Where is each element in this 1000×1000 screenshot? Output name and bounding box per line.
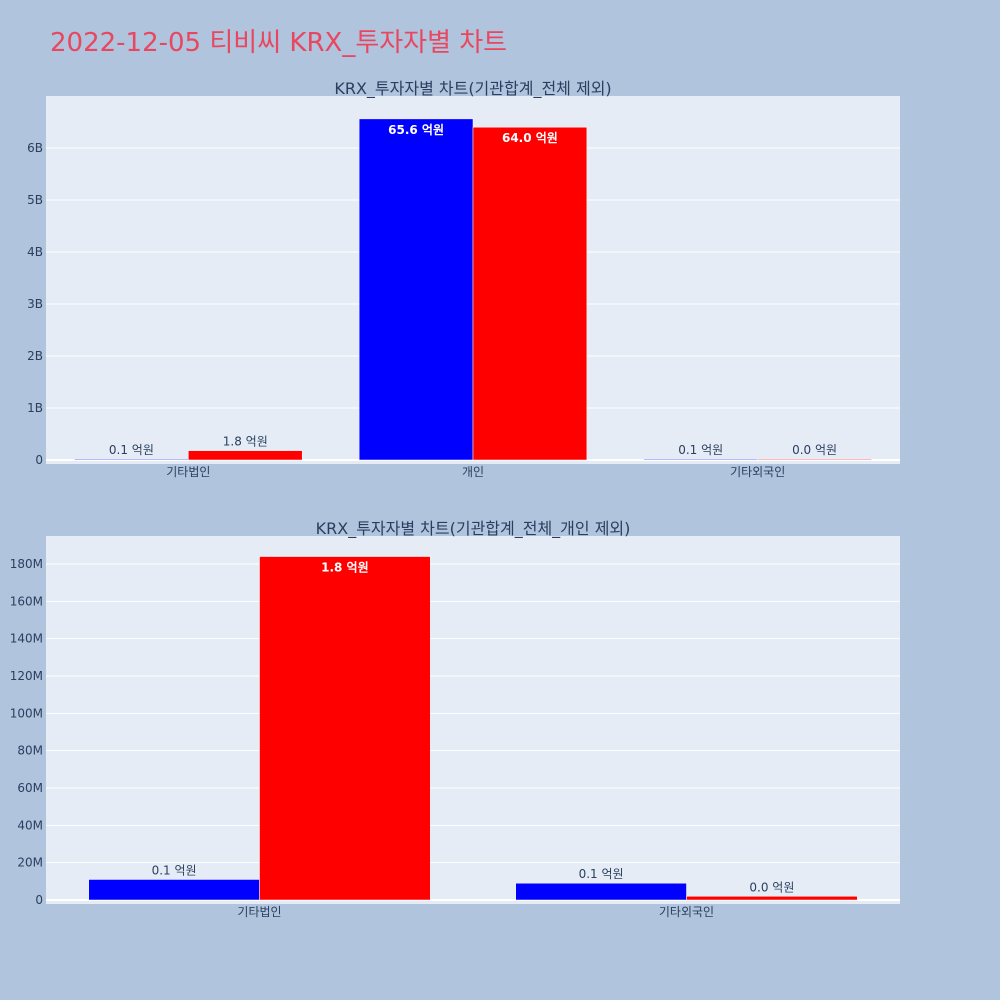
bar (259, 556, 431, 901)
y-tick-label: 1B (27, 401, 43, 415)
data-label: 0.1 억원 (152, 863, 197, 877)
bar (643, 458, 758, 461)
data-label: 64.0 억원 (502, 131, 558, 145)
data-label: 1.8 억원 (223, 435, 268, 449)
x-tick-label: 개인 (462, 465, 484, 479)
y-tick-label: 120M (10, 669, 43, 683)
y-tick-label: 0 (35, 893, 43, 907)
bar-chart-2: KRX_투자자별 차트(기관합계_전체_개인 제외) 0 20M 40M 60M 80M 1… (10, 519, 900, 919)
data-label: 0.1 억원 (109, 443, 154, 457)
data-label: 0.1 억원 (579, 867, 624, 881)
bar (358, 118, 474, 461)
data-label: 65.6 억원 (388, 123, 444, 137)
bar-chart-1: KRX_투자자별 차트(기관합계_전체 제외) 0 1B 2B 3B 4B 5B 6B 기타법인… (27, 79, 900, 479)
bar (757, 458, 872, 461)
plot-area (46, 536, 900, 904)
y-tick-label: 3B (27, 297, 43, 311)
data-label: 0.1 억원 (678, 443, 723, 457)
y-tick-label: 60M (17, 781, 43, 795)
y-tick-label: 160M (10, 594, 43, 608)
bar (472, 126, 588, 461)
y-tick-label: 6B (27, 141, 43, 155)
x-tick-label: 기타법인 (237, 905, 281, 919)
bar (188, 450, 303, 461)
x-tick-label: 기타외국인 (659, 905, 714, 919)
y-tick-label: 140M (10, 632, 43, 646)
y-tick-label: 0 (35, 453, 43, 467)
chart-title: KRX_투자자별 차트(기관합계_전체 제외) (334, 79, 611, 99)
x-tick-label: 기타외국인 (730, 465, 785, 479)
y-tick-label: 20M (17, 856, 43, 870)
bar (515, 882, 687, 901)
bar (88, 879, 260, 901)
y-tick-label: 5B (27, 193, 43, 207)
data-label: 0.0 억원 (792, 443, 837, 457)
chart-title: KRX_투자자별 차트(기관합계_전체_개인 제외) (316, 519, 631, 539)
data-label: 1.8 억원 (321, 561, 369, 575)
bar (74, 458, 189, 461)
y-tick-label: 100M (10, 706, 43, 720)
bar (686, 896, 858, 901)
y-tick-label: 80M (17, 744, 43, 758)
page-title: 2022-12-05 티비씨 KRX_투자자별 차트 (50, 28, 508, 58)
data-label: 0.0 억원 (749, 880, 794, 894)
y-tick-label: 40M (17, 818, 43, 832)
y-tick-label: 180M (10, 557, 43, 571)
y-tick-label: 2B (27, 349, 43, 363)
y-tick-label: 4B (27, 245, 43, 259)
x-tick-label: 기타법인 (166, 465, 210, 479)
